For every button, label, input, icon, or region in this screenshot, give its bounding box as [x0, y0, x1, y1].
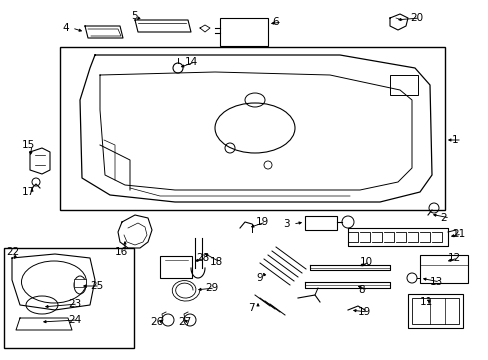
Text: 15: 15: [22, 140, 35, 150]
Text: 3: 3: [283, 219, 289, 229]
Text: 22: 22: [6, 247, 19, 257]
Bar: [220, 18, 267, 46]
Text: 29: 29: [204, 283, 218, 293]
Text: 16: 16: [115, 247, 128, 257]
Text: 11: 11: [419, 297, 432, 307]
Text: 10: 10: [359, 257, 372, 267]
Text: 1: 1: [451, 135, 458, 145]
Text: 24: 24: [68, 315, 81, 325]
Text: 19: 19: [256, 217, 269, 227]
Text: 21: 21: [451, 229, 464, 239]
Text: 9: 9: [256, 273, 262, 283]
Bar: [419, 255, 467, 283]
Text: 12: 12: [447, 253, 460, 263]
Bar: [74, 279, 86, 287]
Bar: [411, 298, 458, 324]
Text: 6: 6: [271, 17, 278, 27]
Text: 26: 26: [150, 317, 163, 327]
Text: 27: 27: [178, 317, 191, 327]
Text: 4: 4: [62, 23, 68, 33]
Text: 25: 25: [90, 281, 103, 291]
Bar: [407, 294, 462, 328]
Text: 13: 13: [429, 277, 442, 287]
Bar: [389, 75, 417, 95]
Text: 2: 2: [439, 213, 446, 223]
Text: 23: 23: [68, 299, 81, 309]
Text: 20: 20: [409, 13, 422, 23]
Text: 5: 5: [131, 11, 137, 21]
Bar: [160, 256, 192, 278]
Text: 14: 14: [184, 57, 198, 67]
Text: 19: 19: [357, 307, 370, 317]
Bar: [4, 248, 134, 348]
Text: 8: 8: [357, 285, 364, 295]
Bar: [305, 216, 336, 230]
Text: 28: 28: [196, 253, 209, 263]
Text: 18: 18: [209, 257, 223, 267]
Text: 7: 7: [247, 303, 254, 313]
Text: 17: 17: [22, 187, 35, 197]
Bar: [60, 47, 444, 210]
